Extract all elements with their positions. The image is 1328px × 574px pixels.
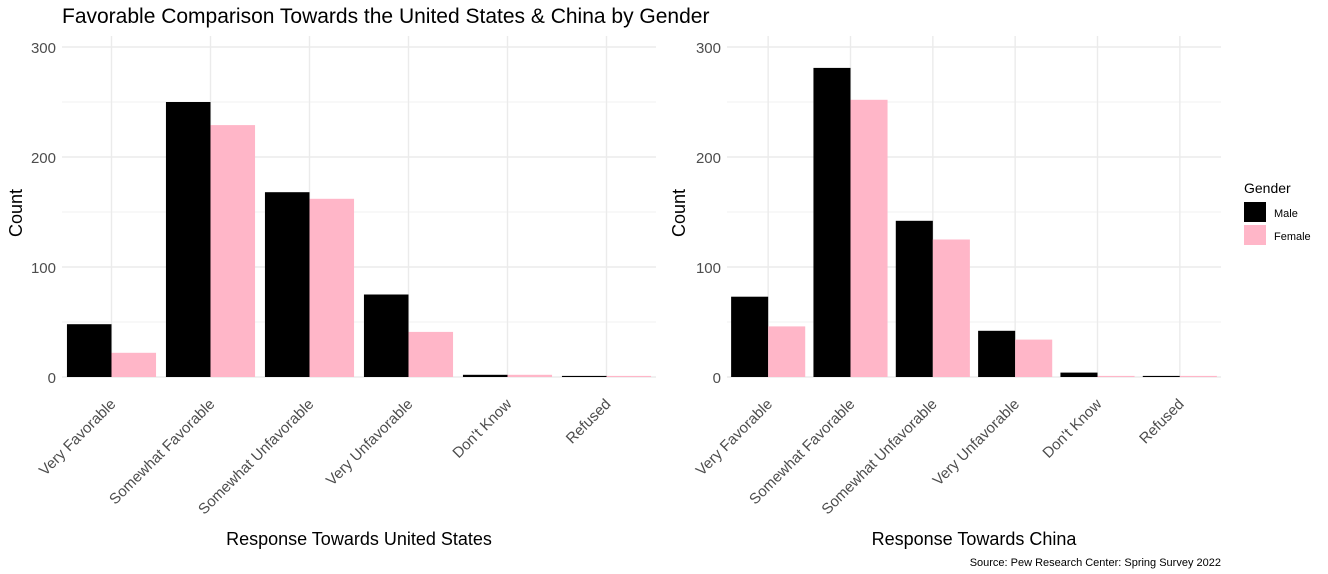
y-tick-label: 300 xyxy=(31,40,56,57)
y-axis-title: Count xyxy=(669,189,689,237)
bar-female-1 xyxy=(768,326,806,377)
y-tick-label: 200 xyxy=(696,150,721,167)
bar-male-4 xyxy=(978,330,1016,377)
x-tick-label: Somewhat Unfavorable xyxy=(195,396,317,518)
bar-male-1 xyxy=(731,296,769,377)
bar-male-6 xyxy=(561,375,607,377)
bar-male-2 xyxy=(165,102,211,377)
bar-male-1 xyxy=(66,324,112,377)
legend-key-female xyxy=(1244,225,1266,245)
bar-male-3 xyxy=(264,192,310,377)
x-axis-title: Response Towards China xyxy=(872,529,1078,549)
bar-female-6 xyxy=(606,375,652,377)
bar-female-3 xyxy=(932,239,970,377)
legend-key-male xyxy=(1244,202,1266,222)
bar-male-2 xyxy=(813,67,851,378)
bar-male-3 xyxy=(895,220,933,377)
bar-female-2 xyxy=(850,99,888,378)
y-axis-title: Count xyxy=(6,189,26,237)
bar-female-3 xyxy=(309,198,355,377)
y-tick-label: 0 xyxy=(48,370,56,387)
bar-female-5 xyxy=(1097,375,1135,377)
x-tick-label: Don't Know xyxy=(1039,396,1105,462)
legend-title: Gender xyxy=(1244,180,1291,196)
x-tick-label: Very Favorable xyxy=(693,396,776,479)
x-tick-label: Refused xyxy=(1136,396,1188,448)
x-tick-label: Very Unfavorable xyxy=(323,396,416,489)
x-tick-label: Very Unfavorable xyxy=(930,396,1023,489)
y-tick-label: 100 xyxy=(696,260,721,277)
y-tick-label: 0 xyxy=(713,370,721,387)
y-tick-label: 300 xyxy=(696,40,721,57)
bar-male-5 xyxy=(462,374,508,377)
legend-label-male: Male xyxy=(1274,208,1298,220)
x-axis-title: Response Towards United States xyxy=(226,529,492,549)
chart-title: Favorable Comparison Towards the United … xyxy=(62,5,709,28)
x-tick-label: Very Favorable xyxy=(36,396,119,479)
bar-female-4 xyxy=(408,331,454,377)
source-caption: Source: Pew Research Center: Spring Surv… xyxy=(970,557,1221,569)
y-tick-label: 100 xyxy=(31,260,56,277)
bar-female-5 xyxy=(507,374,553,377)
bar-female-6 xyxy=(1179,375,1217,377)
x-tick-label: Don't Know xyxy=(449,396,515,462)
bar-female-1 xyxy=(111,352,157,377)
x-tick-label: Somewhat Favorable xyxy=(106,396,218,508)
bar-male-6 xyxy=(1142,375,1180,377)
legend: Gender Male Female xyxy=(1244,180,1311,245)
bar-female-4 xyxy=(1015,339,1053,377)
bar-male-4 xyxy=(363,294,409,377)
y-tick-label: 200 xyxy=(31,150,56,167)
x-tick-label: Refused xyxy=(563,396,615,448)
bar-male-5 xyxy=(1060,372,1098,377)
legend-label-female: Female xyxy=(1274,231,1311,243)
bar-female-2 xyxy=(210,125,256,377)
